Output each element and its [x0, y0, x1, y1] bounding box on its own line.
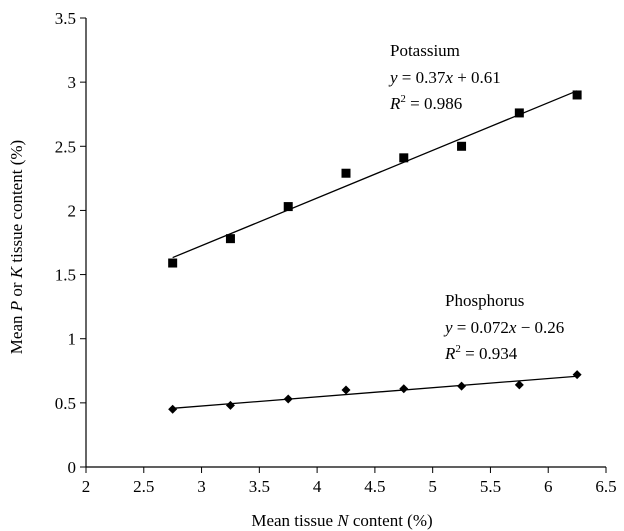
potassium-r2-sup: 2 [400, 93, 406, 105]
phosphorus-eq-rhs-post: − 0.26 [516, 318, 564, 337]
phosphorus-equation: y = 0.072x − 0.26 [443, 318, 564, 337]
y-tick-label: 1 [68, 330, 77, 349]
potassium-r2: R2 = 0.986 [389, 93, 462, 113]
phosphorus-point [399, 384, 409, 394]
annotations: Potassium y = 0.37x + 0.61 R2 = 0.986 Ph… [388, 41, 564, 363]
potassium-eq-rhs-pre: = 0.37 [398, 68, 446, 87]
x-tick-label: 6.5 [595, 477, 616, 496]
y-axis-title-pre: Mean [7, 311, 26, 354]
potassium-eq-var: x [444, 68, 453, 87]
phosphorus-r2-sup: 2 [455, 343, 461, 355]
phosphorus-point [225, 400, 235, 410]
potassium-series-label: Potassium [390, 41, 460, 60]
x-tick-label: 3.5 [249, 477, 270, 496]
x-tick-label: 5 [428, 477, 437, 496]
x-tick-label: 4.5 [364, 477, 385, 496]
plot-area: 2 2.5 3 3.5 4 4.5 5 5.5 6 6.5 0 0.5 1 1.5 2 2.5 3 3.5 [55, 9, 617, 496]
y-axis-title-var1: P [7, 301, 26, 312]
x-tick-label: 6 [544, 477, 553, 496]
y-tick-label: 1.5 [55, 266, 76, 285]
phosphorus-point [572, 370, 582, 380]
y-tick-label: 2 [68, 201, 77, 220]
phosphorus-eq-lhs: y [443, 318, 453, 337]
phosphorus-r2-value: = 0.934 [461, 344, 518, 363]
x-tick-label: 4 [313, 477, 322, 496]
x-axis-title: Mean tissue N content (%) [251, 511, 432, 530]
potassium-equation: y = 0.37x + 0.61 [388, 68, 501, 87]
phosphorus-series-label: Phosphorus [445, 291, 524, 310]
x-tick-label: 2.5 [133, 477, 154, 496]
potassium-point [457, 141, 467, 151]
potassium-point [514, 108, 524, 118]
phosphorus-point [168, 404, 178, 414]
potassium-point [283, 202, 293, 212]
y-tick-label: 3 [68, 73, 77, 92]
y-axis-title-post: tissue content (%) [7, 140, 26, 267]
phosphorus-point [514, 380, 524, 390]
phosphorus-r2: R2 = 0.934 [444, 343, 518, 363]
y-axis-title: Mean P or K tissue content (%) [7, 140, 26, 354]
potassium-point [572, 90, 582, 100]
potassium-eq-lhs: y [388, 68, 398, 87]
phosphorus-eq-var: x [508, 318, 517, 337]
potassium-trendline [172, 90, 578, 259]
phosphorus-r2-label: R [444, 344, 456, 363]
phosphorus-point [283, 394, 293, 404]
potassium-point [225, 234, 235, 244]
y-axis-title-var2: K [7, 265, 26, 279]
y-tick-label: 0.5 [55, 394, 76, 413]
y-tick-label: 0 [68, 458, 77, 477]
x-tick-label: 5.5 [480, 477, 501, 496]
phosphorus-point [457, 381, 467, 391]
potassium-point [399, 153, 409, 163]
potassium-r2-label: R [389, 94, 401, 113]
x-axis-title-pre: Mean tissue [251, 511, 337, 530]
x-tick-label: 3 [197, 477, 206, 496]
potassium-point [341, 168, 351, 178]
potassium-point [168, 258, 178, 268]
y-tick-label: 2.5 [55, 137, 76, 156]
x-axis-title-post: content (%) [349, 511, 433, 530]
phosphorus-eq-rhs-pre: = 0.072 [453, 318, 509, 337]
y-axis-title-mid: or [7, 278, 26, 301]
potassium-eq-rhs-post: + 0.61 [453, 68, 501, 87]
y-tick-label: 3.5 [55, 9, 76, 28]
potassium-r2-value: = 0.986 [406, 94, 462, 113]
phosphorus-point [341, 385, 351, 395]
x-tick-label: 2 [82, 477, 91, 496]
x-axis-title-var: N [336, 511, 350, 530]
phosphorus-trendline [172, 375, 578, 409]
